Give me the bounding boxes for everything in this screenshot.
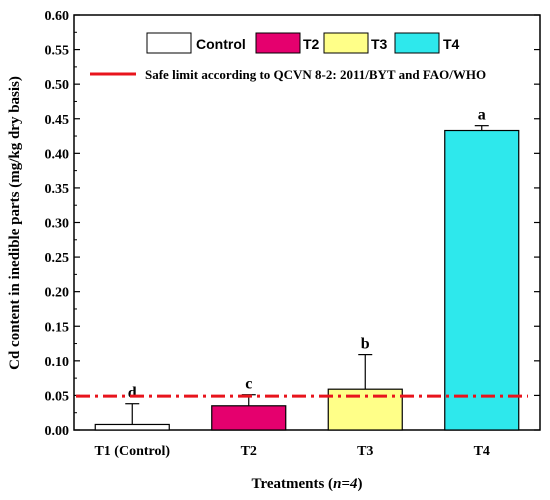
- y-tick-label: 0.40: [45, 147, 70, 162]
- y-tick-label: 0.00: [45, 424, 70, 439]
- y-tick-label: 0.60: [45, 9, 70, 24]
- legend: Control T2 T3 T4 Safe limit according to…: [90, 32, 486, 82]
- x-tick-label: T3: [357, 444, 373, 459]
- legend-swatch-control: [146, 32, 192, 54]
- y-tick-label: 0.05: [45, 389, 70, 404]
- legend-label-t2: T2: [303, 36, 320, 52]
- significance-label: b: [361, 336, 370, 353]
- y-tick-label: 0.15: [45, 320, 70, 335]
- y-tick-label: 0.25: [45, 251, 70, 266]
- x-axis-ticks: T1 (Control) T2 T3 T4: [94, 424, 490, 459]
- y-axis-title: Cd content in inedible parts (mg/kg dry …: [7, 76, 23, 370]
- significance-label: c: [245, 376, 252, 393]
- x-axis-title-prefix: Treatments (: [252, 476, 334, 492]
- bar: [94, 423, 170, 431]
- x-tick-label: T1 (Control): [94, 444, 170, 459]
- x-tick-label: T2: [241, 444, 257, 459]
- legend-label-t4: T4: [443, 36, 460, 52]
- x-axis-title: Treatments (n=4): [252, 476, 363, 492]
- legend-reference-line-label: Safe limit according to QCVN 8-2: 2011/B…: [145, 67, 486, 82]
- y-tick-label: 0.35: [45, 182, 70, 197]
- y-tick-label: 0.20: [45, 286, 70, 301]
- y-tick-label: 0.50: [45, 78, 70, 93]
- x-axis-title-italic: n=4: [333, 476, 358, 492]
- y-axis-ticks: 0.00 0.05 0.10 0.15 0.20 0.25 0.30 0.35 0.40 0.45…: [45, 9, 540, 439]
- legend-label-control: Control: [196, 36, 246, 52]
- y-tick-label: 0.45: [45, 113, 70, 128]
- significance-label: d: [128, 385, 137, 402]
- y-tick-label: 0.10: [45, 355, 70, 370]
- significance-label: a: [478, 107, 486, 124]
- legend-label-t3: T3: [371, 36, 388, 52]
- x-tick-label: T4: [474, 444, 490, 459]
- y-tick-label: 0.30: [45, 217, 70, 232]
- legend-swatch-t4: [394, 32, 440, 54]
- legend-swatch-t2: [255, 32, 301, 54]
- y-tick-label: 0.55: [45, 44, 70, 59]
- legend-swatch-t3: [323, 32, 369, 54]
- x-axis-title-suffix: ): [357, 476, 362, 492]
- bar: [211, 405, 287, 431]
- bars: d c b a: [94, 107, 520, 431]
- bar: [444, 129, 520, 431]
